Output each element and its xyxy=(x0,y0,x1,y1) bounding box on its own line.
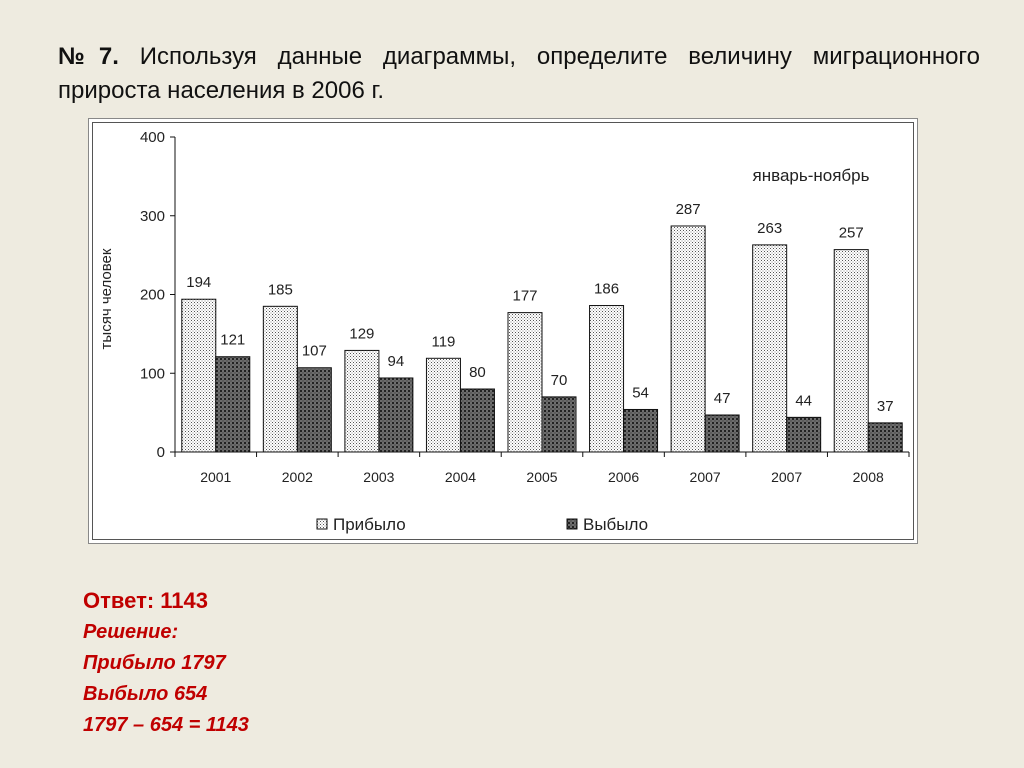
answer-block: Ответ: 1143 Решение: Прибыло 1797 Выбыло… xyxy=(83,585,249,741)
data-label: 177 xyxy=(512,288,537,305)
x-tick-label: 2001 xyxy=(200,469,231,485)
x-tick-label: 2004 xyxy=(445,469,476,485)
y-tick-label: 400 xyxy=(140,129,165,146)
data-label: 185 xyxy=(268,281,293,298)
bar-arrived xyxy=(344,349,380,453)
question-number: №7. xyxy=(58,43,119,70)
chart-annotation: январь-ноябрь xyxy=(753,166,870,185)
bar-departed xyxy=(786,416,822,453)
x-tick-label: 2007 xyxy=(771,469,802,485)
bar-departed xyxy=(704,414,740,453)
bar-arrived xyxy=(752,244,788,453)
bar-arrived xyxy=(589,305,625,453)
data-label: 263 xyxy=(757,220,782,237)
data-label: 186 xyxy=(594,281,619,298)
legend-swatch xyxy=(566,518,578,530)
solution-departed: Выбыло 654 xyxy=(83,683,208,705)
x-tick-label: 2008 xyxy=(853,469,884,485)
chart-frame: 0 100 200 300 400 194 121 2001 185 107 2002 129 94 20… xyxy=(88,118,918,544)
data-label: 194 xyxy=(186,274,211,291)
bar-departed xyxy=(867,422,903,453)
bar-arrived xyxy=(507,312,543,453)
solution-arrived: Прибыло 1797 xyxy=(83,652,226,674)
bar-departed xyxy=(378,377,414,453)
solution-label: Решение: xyxy=(83,621,179,643)
x-tick-label: 2007 xyxy=(690,469,721,485)
bar-arrived xyxy=(181,298,217,453)
legend-swatch xyxy=(316,518,328,530)
data-label: 119 xyxy=(431,333,455,350)
data-label: 257 xyxy=(839,225,864,242)
question-body: Используя данные диаграммы, определите в… xyxy=(58,43,980,104)
question-text: №7. Используя данные диаграммы, определи… xyxy=(58,40,980,108)
chart-labels: 0 100 200 300 400 194 121 2001 185 107 2002 129 94 20… xyxy=(140,129,894,485)
data-label: 94 xyxy=(388,353,405,370)
data-label: 47 xyxy=(714,390,731,407)
bar-arrived xyxy=(425,357,461,453)
bar-chart: 0 100 200 300 400 194 121 2001 185 107 2002 129 94 20… xyxy=(98,129,910,534)
solution-calc: 1797 – 654 = 1143 xyxy=(83,714,249,736)
y-tick-label: 0 xyxy=(157,444,165,461)
bar-arrived xyxy=(670,225,706,453)
bar-arrived xyxy=(262,305,298,453)
bar-departed xyxy=(541,396,577,453)
data-label: 107 xyxy=(302,343,327,360)
data-label: 287 xyxy=(676,201,701,218)
data-label: 121 xyxy=(220,332,245,349)
data-label: 37 xyxy=(877,398,894,415)
chart-legend: Прибыло Выбыло xyxy=(316,515,648,534)
x-tick-label: 2005 xyxy=(526,469,557,485)
data-label: 54 xyxy=(632,384,649,401)
legend-label: Выбыло xyxy=(583,515,648,534)
bar-departed xyxy=(459,388,495,453)
data-label: 44 xyxy=(795,392,812,409)
y-tick-label: 300 xyxy=(140,208,165,225)
y-tick-label: 200 xyxy=(140,287,165,304)
data-label: 70 xyxy=(551,372,568,389)
bar-departed xyxy=(215,356,251,453)
bar-departed xyxy=(623,408,659,453)
answer-result: Ответ: 1143 xyxy=(83,588,209,613)
data-label: 129 xyxy=(349,325,374,342)
x-tick-label: 2002 xyxy=(282,469,313,485)
x-tick-label: 2003 xyxy=(363,469,394,485)
x-tick-label: 2006 xyxy=(608,469,639,485)
data-label: 80 xyxy=(469,364,486,381)
bar-departed xyxy=(296,367,332,453)
y-tick-label: 100 xyxy=(140,365,165,382)
bar-arrived xyxy=(833,249,869,453)
legend-label: Прибыло xyxy=(333,515,406,534)
chart-bars xyxy=(181,225,903,453)
y-axis-label: тысяч человек xyxy=(98,248,115,349)
